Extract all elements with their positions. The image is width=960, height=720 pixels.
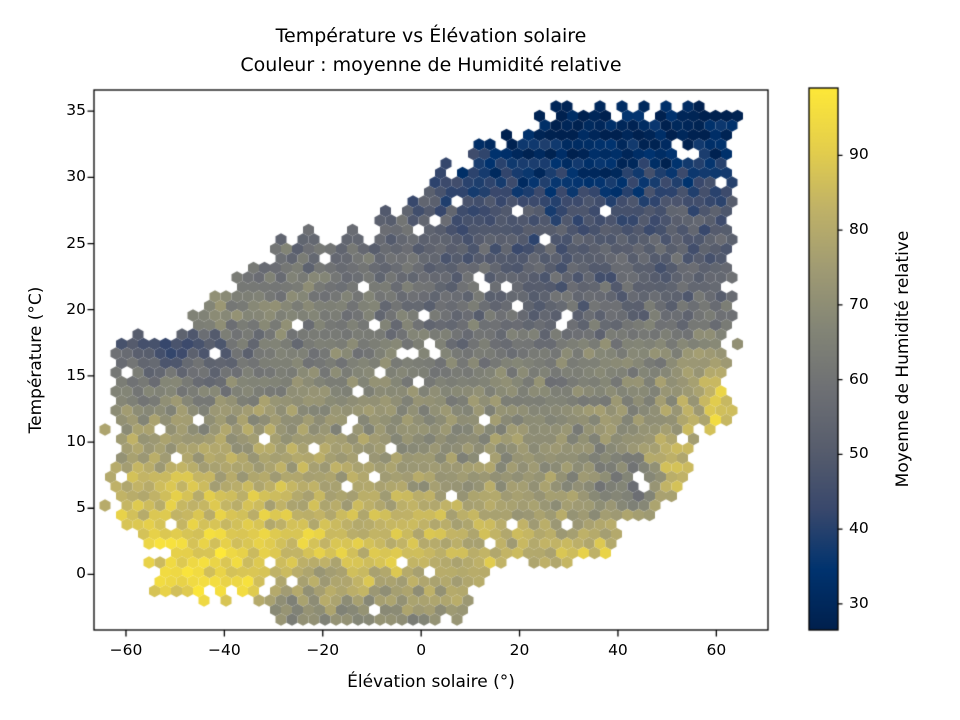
colorbar-tick-label: 70: [849, 294, 869, 313]
x-tick-label: −60: [109, 641, 143, 659]
chart-title-line2: Couleur : moyenne de Humidité relative: [240, 54, 622, 76]
y-tick-label: 10: [66, 432, 86, 451]
colorbar-tick-label: 80: [849, 220, 869, 239]
chart-title-line1: Température vs Élévation solaire: [275, 25, 587, 47]
colorbar-tick-label: 50: [849, 444, 869, 463]
x-tick-label: −20: [306, 641, 340, 659]
y-tick-label: 5: [76, 498, 86, 517]
colorbar-tick-label: 90: [849, 145, 869, 164]
x-axis-label: Élévation solaire (°): [347, 672, 515, 692]
x-tick-label: 0: [416, 641, 427, 659]
x-tick-label: 20: [509, 641, 530, 659]
x-tick-label: −40: [208, 641, 241, 659]
colorbar-tick-label: 60: [849, 369, 869, 388]
y-tick-label: 20: [66, 299, 86, 318]
y-axis-label: Température (°C): [26, 286, 46, 434]
y-tick-label: 0: [76, 564, 86, 583]
y-tick-label: 30: [66, 167, 86, 186]
x-tick-label: 40: [608, 641, 628, 659]
colorbar-label: Moyenne de Humidité relative: [893, 230, 913, 488]
x-tick-label: 60: [706, 641, 727, 659]
y-tick-label: 15: [66, 365, 86, 384]
colorbar-tick-label: 40: [849, 519, 869, 538]
y-tick-label: 25: [66, 233, 86, 252]
colorbar-tick-label: 30: [849, 593, 869, 612]
y-tick-label: 35: [66, 101, 86, 120]
chart-title: Température vs Élévation solaire Couleur…: [94, 22, 768, 80]
